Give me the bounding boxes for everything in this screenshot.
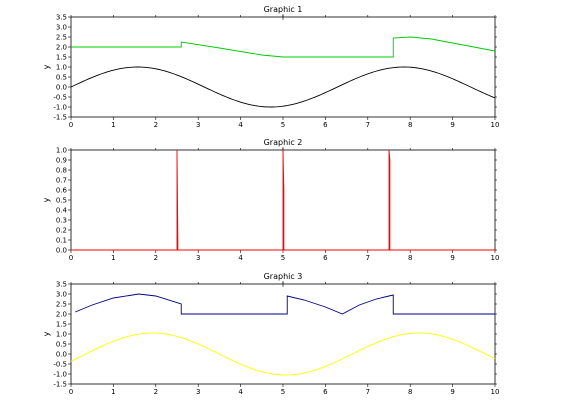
- y-axis-label: y: [42, 197, 51, 202]
- x-tick-label: 7: [366, 388, 370, 396]
- x-tick-label: 9: [450, 121, 454, 129]
- y-tick-label: -1.0: [53, 371, 67, 379]
- y-tick-label: 0.2: [56, 227, 67, 235]
- x-tick-label: 5: [281, 254, 285, 262]
- x-tick-label: 6: [323, 121, 328, 129]
- y-tick-label: 0.3: [56, 217, 67, 225]
- x-tick-label: 7: [366, 254, 370, 262]
- y-tick-label: 1.5: [56, 321, 67, 329]
- series-line-1: [75, 293, 495, 315]
- x-tick-label: 0: [69, 121, 73, 129]
- x-tick-label: 1: [111, 254, 115, 262]
- x-tick-label: 3: [196, 121, 200, 129]
- y-tick-label: 1.5: [56, 54, 67, 62]
- x-tick-label: 8: [408, 388, 412, 396]
- x-tick-label: 0: [69, 254, 73, 262]
- y-tick-label: -0.5: [53, 94, 67, 102]
- x-tick-label: 9: [450, 388, 454, 396]
- x-tick-label: 10: [491, 388, 500, 396]
- x-tick-label: 3: [196, 388, 200, 396]
- y-tick-label: 0.5: [56, 197, 67, 205]
- x-tick-label: 9: [450, 254, 454, 262]
- y-tick-label: 0.5: [56, 341, 67, 349]
- series-line-1: [71, 36, 496, 58]
- y-tick-label: 0.5: [56, 74, 67, 82]
- chart-title: Graphic 2: [264, 138, 303, 147]
- x-tick-label: 10: [491, 254, 500, 262]
- y-tick-label: -0.5: [53, 361, 67, 369]
- y-tick-label: 0.8: [56, 167, 67, 175]
- y-tick-label: -1.5: [53, 114, 67, 122]
- x-tick-label: 3: [196, 254, 200, 262]
- x-tick-label: 1: [111, 388, 115, 396]
- x-tick-label: 6: [323, 388, 328, 396]
- y-tick-label: 0.6: [56, 187, 68, 195]
- x-tick-label: 4: [238, 254, 243, 262]
- y-tick-label: 3.0: [56, 291, 67, 299]
- x-tick-label: 2: [154, 388, 158, 396]
- x-tick-label: 4: [238, 388, 243, 396]
- x-tick-label: 8: [408, 254, 412, 262]
- y-tick-label: 2.0: [56, 311, 67, 319]
- chart-title: Graphic 3: [264, 272, 303, 281]
- chart-3: Graphic 3 y 0 1 2 3 4 5 6 7 8 9 10 -1.5 -1.0 -0.5 0.0 0.5…: [42, 272, 499, 396]
- y-tick-label: 1.0: [56, 147, 67, 155]
- x-tick-label: 10: [491, 121, 500, 129]
- y-tick-label: 0.7: [56, 177, 67, 185]
- y-tick-label: 0.1: [56, 237, 67, 245]
- y-tick-label: 0.0: [56, 247, 67, 255]
- x-tick-label: 4: [238, 121, 243, 129]
- y-tick-label: 3.5: [56, 281, 67, 289]
- y-tick-label: 2.5: [56, 34, 67, 42]
- y-tick-label: 0.0: [56, 84, 67, 92]
- y-tick-label: 2.5: [56, 301, 67, 309]
- y-tick-label: 1.0: [56, 64, 67, 72]
- x-tick-label: 0: [69, 388, 73, 396]
- chart-1: Graphic 1 y 0 1 2 3 4 5 6 7 8 9 10 -1.5 -1.0 -0.5 0.0 0.5…: [42, 5, 499, 129]
- chart-2: Graphic 2 y 0 1 2 3 4 5 6 7 8 9 10 0.0 0.1 0.2 0.3 0.4 0.5…: [42, 138, 499, 262]
- x-tick-label: 5: [281, 121, 285, 129]
- y-tick-label: 0.0: [56, 351, 67, 359]
- x-tick-label: 2: [154, 254, 158, 262]
- series-line-2: [70, 332, 496, 376]
- y-axis-label: y: [42, 331, 51, 336]
- series-line-2: [70, 66, 496, 108]
- x-tick-label: 5: [281, 388, 285, 396]
- y-tick-label: 0.4: [56, 207, 68, 215]
- x-tick-label: 1: [111, 121, 115, 129]
- y-tick-label: 3.5: [56, 14, 67, 22]
- y-axis-label: y: [42, 64, 51, 69]
- series-line-1: [71, 149, 495, 251]
- y-tick-label: -1.0: [53, 104, 67, 112]
- y-tick-label: 3.0: [56, 24, 67, 32]
- x-tick-label: 6: [323, 254, 328, 262]
- chart-title: Graphic 1: [264, 5, 303, 14]
- x-tick-label: 7: [366, 121, 370, 129]
- y-tick-label: 1.0: [56, 331, 67, 339]
- y-tick-label: -1.5: [53, 381, 67, 389]
- x-tick-label: 8: [408, 121, 412, 129]
- x-tick-label: 2: [154, 121, 158, 129]
- y-tick-label: 0.9: [56, 157, 67, 165]
- y-tick-label: 2.0: [56, 44, 67, 52]
